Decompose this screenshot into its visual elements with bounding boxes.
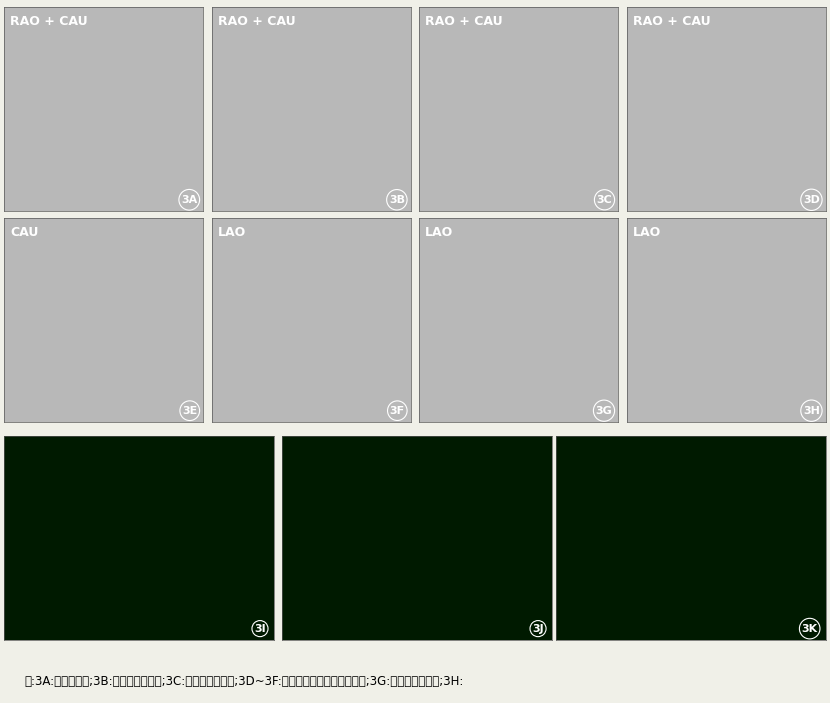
Text: RAO + CAU: RAO + CAU: [217, 15, 295, 28]
Text: RAO + CAU: RAO + CAU: [425, 15, 503, 28]
Text: LAO: LAO: [425, 226, 453, 239]
Text: 3B: 3B: [389, 195, 405, 205]
Text: RAO + CAU: RAO + CAU: [632, 15, 710, 28]
Text: 3G: 3G: [596, 406, 613, 415]
Text: 3C: 3C: [597, 195, 613, 205]
Text: 3K: 3K: [802, 624, 818, 633]
Text: 3E: 3E: [182, 406, 198, 415]
Text: 3J: 3J: [532, 624, 544, 633]
Text: 3F: 3F: [390, 406, 405, 415]
Text: 最终释放封堵器;3I~3K:心腔内超声心动图检验封堵效果。RAO:右前斜位;CAU:足位;LAO:左前斜位。: 最终释放封堵器;3I~3K:心腔内超声心动图检验封堵效果。RAO:右前斜位;CA…: [25, 702, 392, 703]
Text: LAO: LAO: [217, 226, 246, 239]
Text: 注:3A:左心耳造影;3B:释放封堵器内伞;3C:释放封堵器外盘;3D~3F:不同体位造影确认封堵效果;3G:封堵器牵拉试验;3H:: 注:3A:左心耳造影;3B:释放封堵器内伞;3C:释放封堵器外盘;3D~3F:不…: [25, 675, 464, 688]
Text: 3H: 3H: [803, 406, 820, 415]
Text: CAU: CAU: [10, 226, 38, 239]
Text: 3D: 3D: [803, 195, 820, 205]
Text: 3I: 3I: [254, 624, 266, 633]
Text: RAO + CAU: RAO + CAU: [10, 15, 88, 28]
Text: LAO: LAO: [632, 226, 661, 239]
Text: 3A: 3A: [181, 195, 198, 205]
